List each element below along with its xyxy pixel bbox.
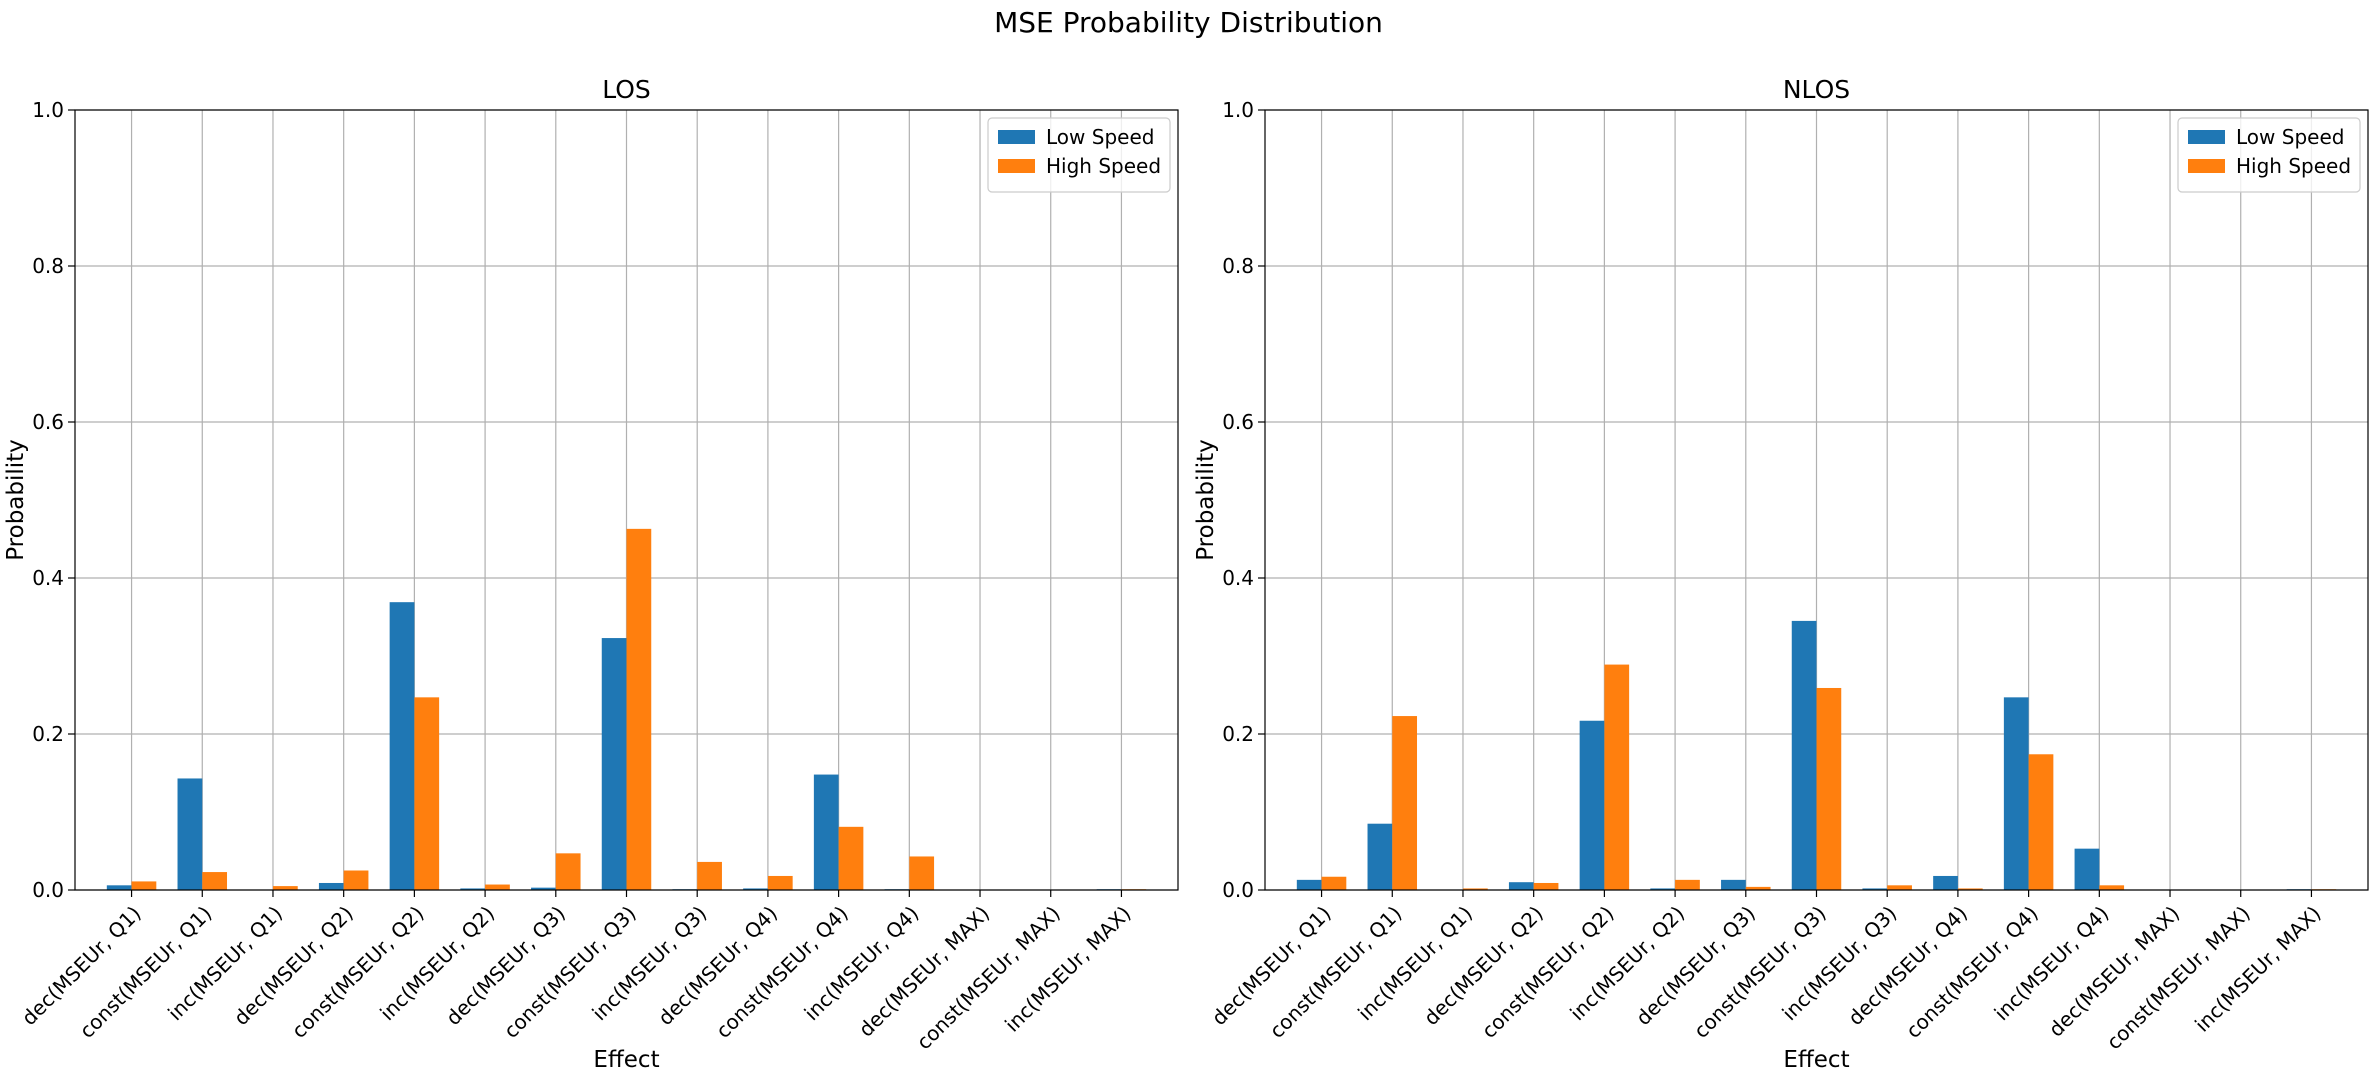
chart-title: LOS [602, 75, 651, 104]
bar-low-speed [460, 888, 486, 890]
bar-high-speed [1604, 664, 1630, 890]
bar-low-speed [1367, 823, 1393, 890]
bar-high-speed [626, 528, 652, 890]
y-tick-label: 0.2 [1222, 722, 1254, 746]
bar-low-speed [177, 778, 203, 890]
y-tick-label: 1.0 [1222, 98, 1254, 122]
legend-swatch-low-speed [998, 130, 1035, 144]
bar-high-speed [909, 856, 935, 890]
legend-swatch-high-speed [2188, 159, 2225, 173]
bar-low-speed [1862, 888, 1888, 890]
bar-low-speed [1933, 875, 1958, 890]
bar-high-speed [485, 884, 510, 890]
bar-low-speed [813, 774, 839, 890]
bar-high-speed [2028, 754, 2054, 890]
y-tick-label: 0.8 [1222, 254, 1254, 278]
bar-high-speed [2099, 885, 2125, 890]
legend-label: High Speed [1046, 154, 1161, 178]
bar-low-speed [1508, 882, 1534, 890]
bar-high-speed [1816, 687, 1842, 890]
bar-high-speed [272, 886, 298, 890]
bar-low-speed [1579, 720, 1605, 890]
bar-high-speed [1887, 885, 1912, 890]
chart-title: NLOS [1783, 75, 1850, 104]
bar-low-speed [1650, 888, 1676, 890]
bar-high-speed [131, 881, 157, 890]
legend-swatch-high-speed [998, 159, 1035, 173]
bar-high-speed [1957, 888, 1983, 890]
legend-label: Low Speed [2236, 125, 2344, 149]
y-axis-label: Probability [3, 439, 29, 561]
bar-high-speed [1462, 888, 1488, 890]
y-tick-label: 0.0 [1222, 878, 1254, 902]
bar-high-speed [1745, 886, 1771, 890]
x-axis-label: Effect [593, 1047, 659, 1073]
bar-low-speed [318, 882, 344, 890]
bar-high-speed [1533, 882, 1559, 890]
bar-low-speed [743, 888, 768, 890]
bar-low-speed [106, 885, 132, 890]
bar-low-speed [1296, 879, 1322, 890]
x-axis-label: Effect [1783, 1047, 1849, 1073]
bar-low-speed [2003, 697, 2029, 890]
bar-high-speed [1675, 879, 1700, 890]
bar-high-speed [767, 875, 793, 890]
y-axis-label: Probability [1193, 439, 1219, 561]
y-tick-label: 0.4 [32, 566, 64, 590]
bar-high-speed [202, 872, 228, 890]
bar-low-speed [531, 887, 556, 890]
bar-low-speed [389, 602, 415, 890]
bar-high-speed [555, 853, 581, 890]
bar-low-speed [1721, 879, 1746, 890]
bar-high-speed [697, 861, 722, 890]
bar-high-speed [1392, 716, 1418, 890]
y-tick-label: 0.4 [1222, 566, 1254, 590]
y-tick-label: 0.0 [32, 878, 64, 902]
y-tick-label: 0.2 [32, 722, 64, 746]
bar-high-speed [343, 870, 369, 890]
legend-label: Low Speed [1046, 125, 1154, 149]
bar-low-speed [601, 638, 627, 890]
y-tick-label: 0.6 [32, 410, 64, 434]
legend: Low Speed High Speed [2177, 117, 2361, 193]
legend: Low Speed High Speed [987, 117, 1171, 193]
legend-label: High Speed [2236, 154, 2351, 178]
legend-swatch-low-speed [2188, 130, 2225, 144]
bar-high-speed [1321, 876, 1347, 890]
y-tick-label: 1.0 [32, 98, 64, 122]
bar-low-speed [1791, 620, 1817, 890]
bar-high-speed [414, 697, 440, 890]
figure-title: MSE Probability Distribution [994, 6, 1383, 39]
y-tick-label: 0.8 [32, 254, 64, 278]
bar-high-speed [838, 826, 864, 890]
bar-low-speed [2074, 848, 2100, 890]
y-tick-label: 0.6 [1222, 410, 1254, 434]
